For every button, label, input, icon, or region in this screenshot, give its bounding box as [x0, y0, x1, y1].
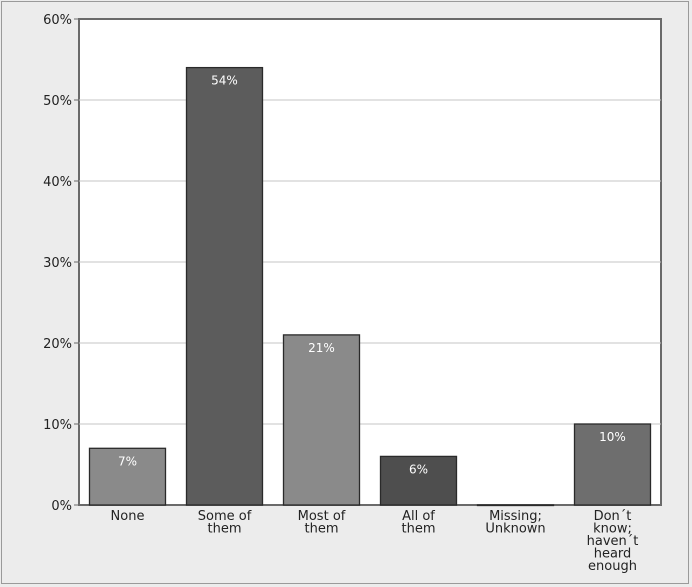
y-tick-label: 30%	[43, 256, 72, 271]
category-label: Missing; Unknown	[485, 509, 545, 537]
y-tick-label: 40%	[43, 175, 72, 190]
bar	[379, 455, 458, 506]
category-label: Don´t know; haven´t heard enough	[587, 509, 639, 574]
data-label: 21%	[308, 341, 335, 355]
y-axis-ticks: 0% 10% 20% 30% 40% 50% 60%	[43, 13, 79, 514]
bar	[185, 66, 264, 506]
bars	[88, 66, 652, 507]
y-tick-label: 50%	[43, 94, 72, 109]
data-label: 54%	[211, 74, 238, 88]
category-label: Most of them	[298, 509, 346, 537]
bar	[476, 504, 555, 507]
bar	[282, 334, 361, 506]
data-label: 10%	[599, 430, 626, 444]
category-label: None	[111, 509, 145, 524]
y-tick-label: 60%	[43, 13, 72, 28]
y-tick-label: 0%	[51, 499, 72, 514]
data-labels: 7% 54% 21% 6% 10%	[118, 74, 626, 477]
category-label: All of them	[402, 509, 436, 537]
y-tick-label: 10%	[43, 418, 72, 433]
data-label: 6%	[409, 462, 428, 476]
bar	[573, 423, 652, 506]
data-label: 7%	[118, 454, 137, 468]
category-label: Some of them	[198, 509, 252, 537]
category-labels: None Some of them Most of them All of them Miss…	[111, 509, 639, 574]
gridlines	[79, 99, 661, 425]
y-tick-label: 20%	[43, 337, 72, 352]
bar	[88, 447, 167, 506]
